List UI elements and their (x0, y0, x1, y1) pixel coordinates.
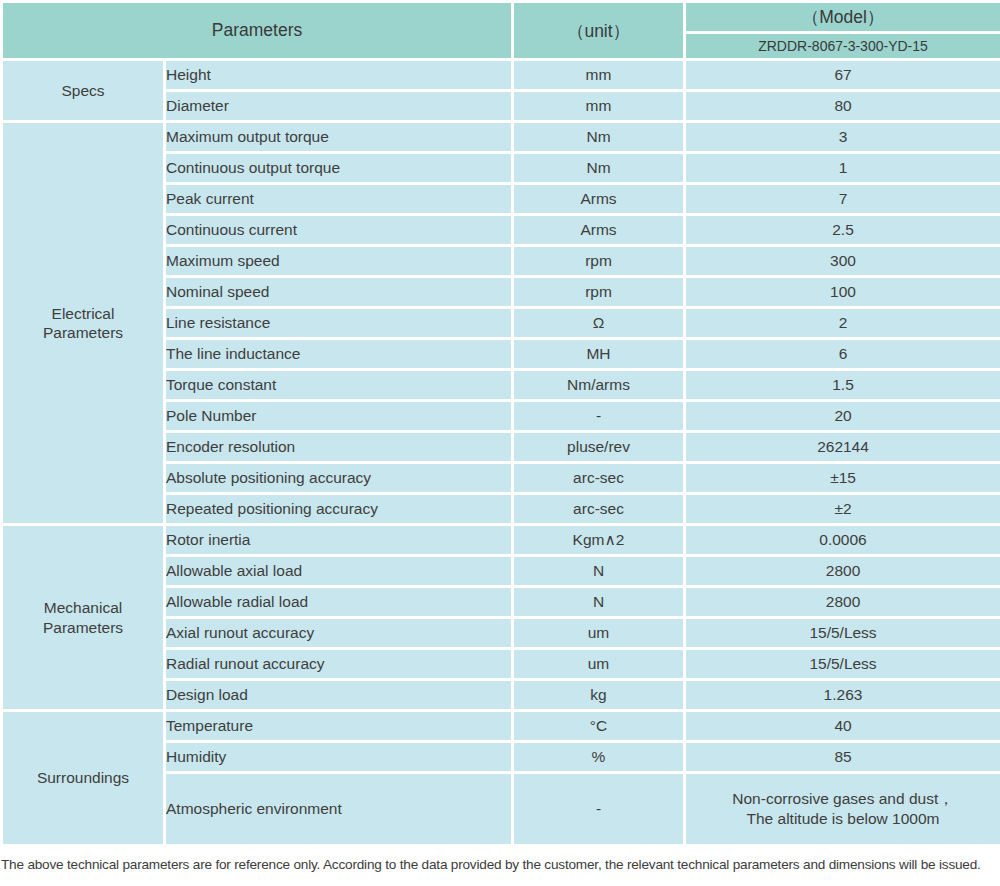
parameter-name-cell: Encoder resolution (165, 432, 513, 463)
model-number-cell: ZRDDR-8067-3-300-YD-15 (685, 33, 1000, 60)
table-row: SurroundingsTemperature°C40 (2, 711, 1000, 742)
value-cell: 85 (685, 742, 1000, 773)
unit-cell: % (513, 742, 685, 773)
parameter-name-cell: Radial runout accuracy (165, 649, 513, 680)
parameters-table: Parameters （unit） （Model） ZRDDR-8067-3-3… (0, 0, 1000, 847)
value-cell: 300 (685, 246, 1000, 277)
value-cell: 7 (685, 184, 1000, 215)
parameter-name-cell: Allowable axial load (165, 556, 513, 587)
table-header: Parameters （unit） （Model） ZRDDR-8067-3-3… (2, 2, 1000, 60)
unit-cell: Kgm∧2 (513, 525, 685, 556)
value-cell: 262144 (685, 432, 1000, 463)
unit-cell: - (513, 401, 685, 432)
parameter-name-cell: Diameter (165, 91, 513, 122)
value-cell: Non-corrosive gases and dust， The altitu… (685, 773, 1000, 846)
parameter-name-cell: Peak current (165, 184, 513, 215)
header-row-1: Parameters （unit） （Model） (2, 2, 1000, 33)
value-cell: 2800 (685, 556, 1000, 587)
unit-cell: Arms (513, 215, 685, 246)
value-cell: ±2 (685, 494, 1000, 525)
unit-cell: um (513, 649, 685, 680)
unit-cell: Arms (513, 184, 685, 215)
unit-cell: - (513, 773, 685, 846)
unit-cell: mm (513, 91, 685, 122)
unit-cell: rpm (513, 277, 685, 308)
parameter-name-cell: Nominal speed (165, 277, 513, 308)
parameter-name-cell: The line inductance (165, 339, 513, 370)
parameter-name-cell: Pole Number (165, 401, 513, 432)
value-cell: 6 (685, 339, 1000, 370)
parameter-name-cell: Repeated positioning accuracy (165, 494, 513, 525)
unit-cell: °C (513, 711, 685, 742)
unit-cell: MH (513, 339, 685, 370)
value-cell: 20 (685, 401, 1000, 432)
parameter-name-cell: Maximum output torque (165, 122, 513, 153)
value-cell: 15/5/Less (685, 618, 1000, 649)
value-cell: 2 (685, 308, 1000, 339)
footer-note: The above technical parameters are for r… (0, 857, 1000, 872)
unit-cell: Nm (513, 122, 685, 153)
parameter-name-cell: Line resistance (165, 308, 513, 339)
parameter-name-cell: Temperature (165, 711, 513, 742)
value-cell: 1 (685, 153, 1000, 184)
value-cell: 3 (685, 122, 1000, 153)
value-cell: 40 (685, 711, 1000, 742)
value-cell: ±15 (685, 463, 1000, 494)
value-cell: 2.5 (685, 215, 1000, 246)
value-cell: 0.0006 (685, 525, 1000, 556)
unit-cell: arc-sec (513, 494, 685, 525)
value-cell: 67 (685, 60, 1000, 91)
value-cell: 2800 (685, 587, 1000, 618)
parameter-name-cell: Continuous output torque (165, 153, 513, 184)
unit-cell: rpm (513, 246, 685, 277)
parameter-name-cell: Continuous current (165, 215, 513, 246)
table-body: SpecsHeightmm67Diametermm80Electrical Pa… (2, 60, 1000, 846)
value-cell: 1.5 (685, 370, 1000, 401)
parameter-name-cell: Absolute positioning accuracy (165, 463, 513, 494)
spec-sheet-page: Parameters （unit） （Model） ZRDDR-8067-3-3… (0, 0, 1000, 886)
unit-cell: Nm/arms (513, 370, 685, 401)
parameter-name-cell: Torque constant (165, 370, 513, 401)
parameter-name-cell: Humidity (165, 742, 513, 773)
table-row: Electrical ParametersMaximum output torq… (2, 122, 1000, 153)
parameters-header-cell: Parameters (2, 2, 513, 60)
unit-cell: kg (513, 680, 685, 711)
value-cell: 80 (685, 91, 1000, 122)
parameter-name-cell: Height (165, 60, 513, 91)
parameter-name-cell: Atmospheric environment (165, 773, 513, 846)
table-row: Mechanical ParametersRotor inertiaKgm∧20… (2, 525, 1000, 556)
table-row: SpecsHeightmm67 (2, 60, 1000, 91)
parameter-name-cell: Maximum speed (165, 246, 513, 277)
value-cell: 15/5/Less (685, 649, 1000, 680)
unit-cell: N (513, 556, 685, 587)
section-label: Electrical Parameters (2, 122, 165, 525)
unit-header-cell: （unit） (513, 2, 685, 60)
unit-cell: arc-sec (513, 463, 685, 494)
unit-cell: mm (513, 60, 685, 91)
unit-cell: Nm (513, 153, 685, 184)
value-cell: 100 (685, 277, 1000, 308)
section-label: Mechanical Parameters (2, 525, 165, 711)
model-header-cell: （Model） (685, 2, 1000, 33)
section-label: Surroundings (2, 711, 165, 846)
parameter-name-cell: Design load (165, 680, 513, 711)
unit-cell: pluse/rev (513, 432, 685, 463)
parameter-name-cell: Rotor inertia (165, 525, 513, 556)
unit-cell: um (513, 618, 685, 649)
unit-cell: Ω (513, 308, 685, 339)
section-label: Specs (2, 60, 165, 122)
parameter-name-cell: Allowable radial load (165, 587, 513, 618)
value-cell: 1.263 (685, 680, 1000, 711)
parameter-name-cell: Axial runout accuracy (165, 618, 513, 649)
unit-cell: N (513, 587, 685, 618)
